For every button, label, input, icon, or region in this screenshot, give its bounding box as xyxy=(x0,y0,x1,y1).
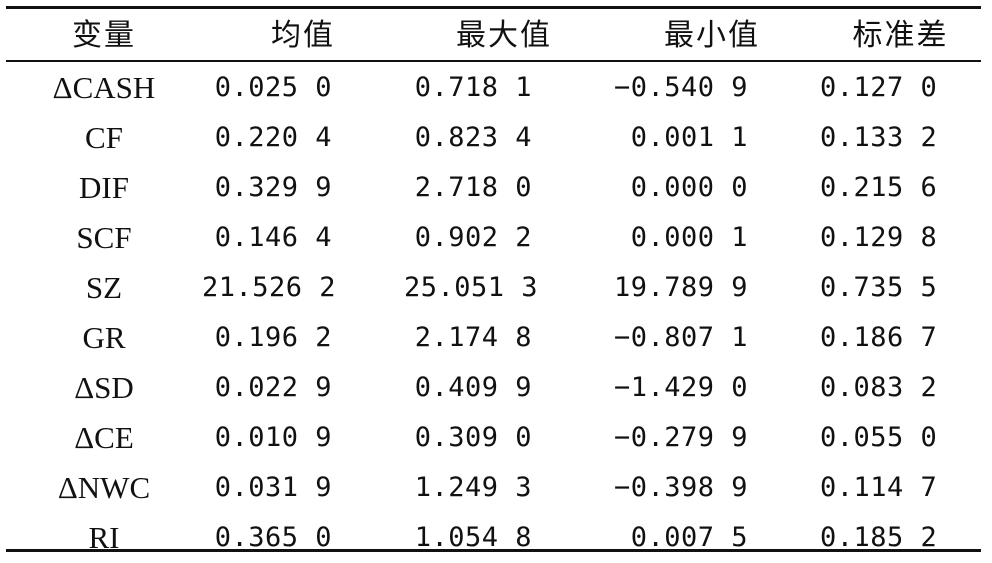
table-row: ΔNWC 0.031 9 1.249 3 −0.398 9 0.114 7 xyxy=(6,463,981,513)
cell-max: 0.409 9 xyxy=(414,372,532,403)
cell-min: −0.807 1 xyxy=(613,322,748,353)
header-std: 标准差 xyxy=(852,18,949,53)
cell-variable: SCF xyxy=(76,220,132,255)
cell-variable: RI xyxy=(88,520,120,555)
cell-max: 1.249 3 xyxy=(414,472,532,503)
cell-mean: 21.526 2 xyxy=(202,272,337,303)
cell-max: 0.309 0 xyxy=(414,422,532,453)
cell-min: −0.279 9 xyxy=(613,422,748,453)
cell-mean: 0.329 9 xyxy=(214,172,332,203)
cell-min: −1.429 0 xyxy=(613,372,748,403)
cell-variable: ΔNWC xyxy=(57,470,151,505)
cell-min: 0.007 5 xyxy=(630,522,748,553)
cell-max: 2.174 8 xyxy=(414,322,532,353)
header-variable: 变量 xyxy=(72,18,136,53)
table-row: ΔCASH 0.025 0 0.718 1 −0.540 9 0.127 0 xyxy=(6,63,981,113)
cell-mean: 0.025 0 xyxy=(214,72,332,103)
cell-mean: 0.010 9 xyxy=(214,422,332,453)
cell-max: 25.051 3 xyxy=(404,272,539,303)
cell-variable: SZ xyxy=(85,270,123,305)
cell-min: 0.000 0 xyxy=(630,172,748,203)
cell-min: −0.540 9 xyxy=(613,72,748,103)
cell-mean: 0.196 2 xyxy=(214,322,332,353)
header-max: 最大值 xyxy=(456,18,552,53)
cell-std: 0.215 6 xyxy=(820,172,938,203)
cell-mean: 0.022 9 xyxy=(214,372,332,403)
table-row: CF 0.220 4 0.823 4 0.001 1 0.133 2 xyxy=(6,113,981,163)
header-mean: 均值 xyxy=(271,18,335,53)
cell-variable: CF xyxy=(85,120,123,155)
cell-mean: 0.146 4 xyxy=(214,222,332,253)
cell-max: 1.054 8 xyxy=(414,522,532,553)
cell-variable: GR xyxy=(82,320,126,355)
cell-std: 0.083 2 xyxy=(820,372,938,403)
cell-max: 0.823 4 xyxy=(414,122,532,153)
cell-std: 0.129 8 xyxy=(820,222,938,253)
cell-std: 0.055 0 xyxy=(820,422,938,453)
header-min: 最小值 xyxy=(664,18,760,53)
table-row: DIF 0.329 9 2.718 0 0.000 0 0.215 6 xyxy=(6,163,981,213)
table-row: SCF 0.146 4 0.902 2 0.000 1 0.129 8 xyxy=(6,213,981,263)
cell-std: 0.186 7 xyxy=(820,322,938,353)
table-header-row: 变量 均值 最大值 最小值 标准差 xyxy=(6,12,981,60)
cell-max: 0.902 2 xyxy=(414,222,532,253)
cell-min: −0.398 9 xyxy=(613,472,748,503)
cell-min: 0.000 1 xyxy=(630,222,748,253)
cell-mean: 0.220 4 xyxy=(214,122,332,153)
cell-std: 0.114 7 xyxy=(820,472,938,503)
cell-min: 19.789 9 xyxy=(613,272,748,303)
table-row: ΔCE 0.010 9 0.309 0 −0.279 9 0.055 0 xyxy=(6,413,981,463)
cell-std: 0.735 5 xyxy=(820,272,938,303)
cell-variable: ΔSD xyxy=(74,370,134,405)
cell-max: 0.718 1 xyxy=(414,72,532,103)
cell-mean: 0.031 9 xyxy=(214,472,332,503)
cell-variable: DIF xyxy=(79,170,129,205)
cell-std: 0.185 2 xyxy=(820,522,938,553)
cell-variable: ΔCASH xyxy=(52,70,156,105)
cell-mean: 0.365 0 xyxy=(214,522,332,553)
table-row: ΔSD 0.022 9 0.409 9 −1.429 0 0.083 2 xyxy=(6,363,981,413)
cell-std: 0.127 0 xyxy=(820,72,938,103)
table-row: GR 0.196 2 2.174 8 −0.807 1 0.186 7 xyxy=(6,313,981,363)
cell-max: 2.718 0 xyxy=(414,172,532,203)
cell-std: 0.133 2 xyxy=(820,122,938,153)
table-row: RI 0.365 0 1.054 8 0.007 5 0.185 2 xyxy=(6,513,981,563)
cell-variable: ΔCE xyxy=(74,420,134,455)
table-top-rule xyxy=(6,6,981,9)
table-header-rule xyxy=(6,60,981,62)
table-bottom-rule xyxy=(6,549,981,552)
table-body: ΔCASH 0.025 0 0.718 1 −0.540 9 0.127 0 C… xyxy=(6,63,981,563)
cell-min: 0.001 1 xyxy=(630,122,748,153)
table-row: SZ 21.526 2 25.051 3 19.789 9 0.735 5 xyxy=(6,263,981,313)
